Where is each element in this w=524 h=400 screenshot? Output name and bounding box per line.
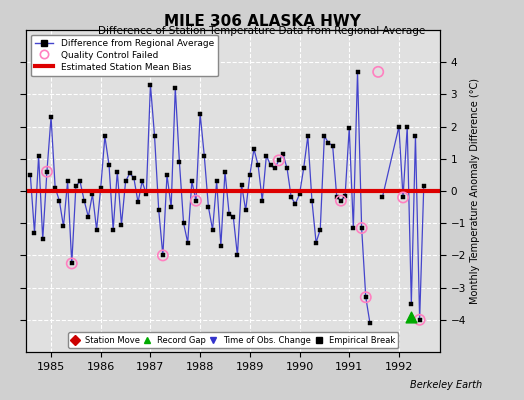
Legend: Station Move, Record Gap, Time of Obs. Change, Empirical Break: Station Move, Record Gap, Time of Obs. C… [68,332,398,348]
Point [337,198,345,204]
Point [416,317,424,323]
Point [407,313,416,320]
Text: Difference of Station Temperature Data from Regional Average: Difference of Station Temperature Data f… [99,26,425,36]
Point [159,252,167,259]
Point [374,69,383,75]
Y-axis label: Monthly Temperature Anomaly Difference (°C): Monthly Temperature Anomaly Difference (… [470,78,480,304]
Text: MILE 306 ALASKA HWY: MILE 306 ALASKA HWY [163,14,361,29]
Text: Berkeley Earth: Berkeley Earth [410,380,482,390]
Point [68,260,76,267]
Point [275,157,283,164]
Point [362,294,370,300]
Point [192,198,200,204]
Point [43,168,51,175]
Point [399,194,407,201]
Point [357,225,366,231]
